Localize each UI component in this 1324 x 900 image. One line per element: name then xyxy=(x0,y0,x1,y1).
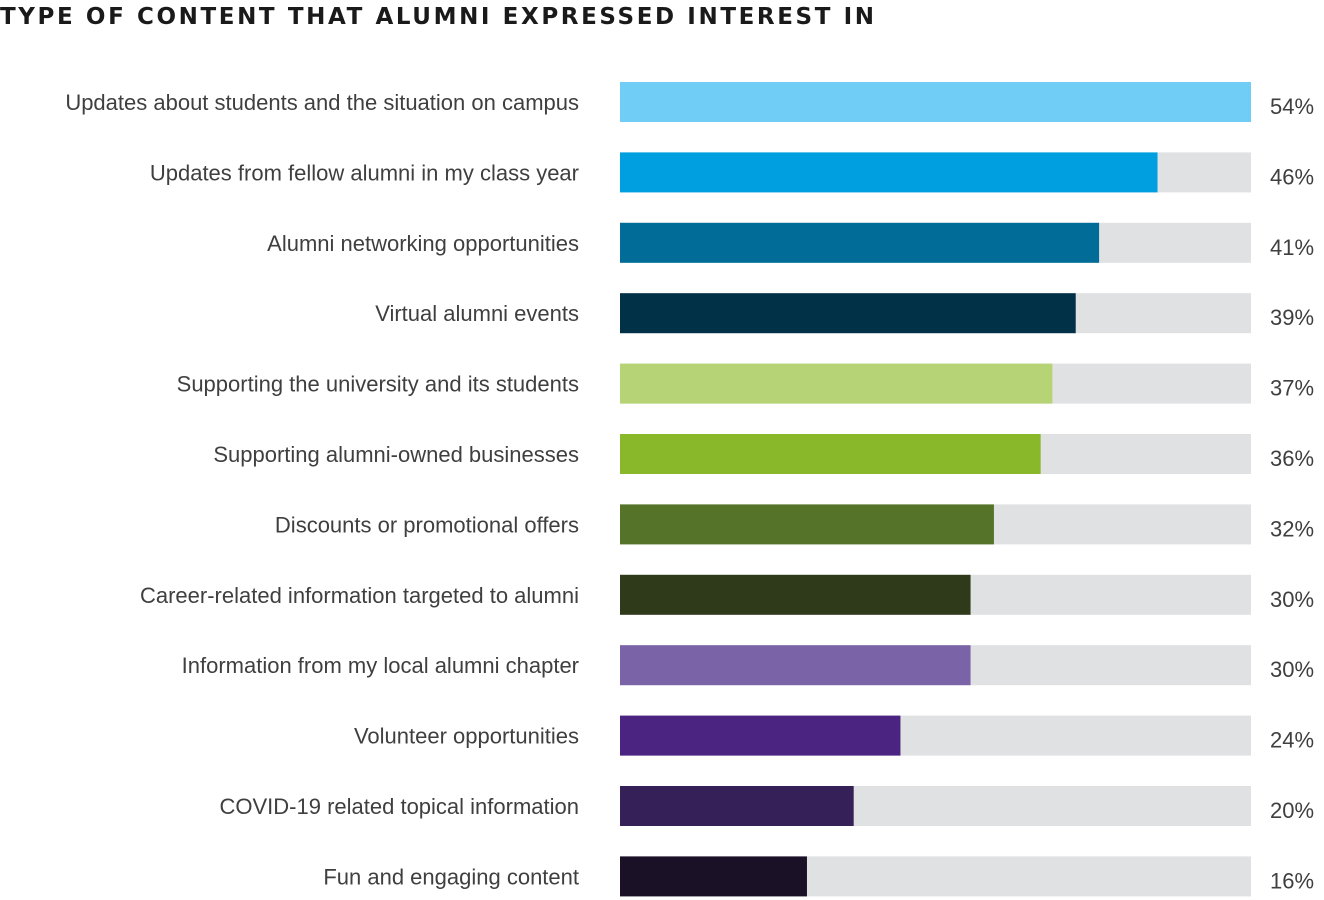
bar xyxy=(620,856,807,897)
value-label: 36% xyxy=(1270,446,1314,471)
value-label: 41% xyxy=(1270,235,1314,260)
category-label: Virtual alumni events xyxy=(375,301,579,326)
category-label: Volunteer opportunities xyxy=(354,724,579,749)
category-label: Information from my local alumni chapter xyxy=(182,653,579,678)
category-label: Supporting alumni-owned businesses xyxy=(213,442,579,467)
bar xyxy=(620,152,1158,193)
value-label: 37% xyxy=(1270,376,1314,401)
bar xyxy=(620,434,1041,474)
value-labels: 54% 46% 41% 39% 37% 36% 32% 30% 30% 24% 20% 16% xyxy=(1270,94,1314,893)
value-label: 24% xyxy=(1270,728,1314,753)
category-label: COVID-19 related topical information xyxy=(220,794,580,819)
value-label: 46% xyxy=(1270,164,1314,189)
category-label: Updates from fellow alumni in my class y… xyxy=(150,160,579,185)
bar xyxy=(620,293,1076,334)
value-label: 30% xyxy=(1270,657,1314,682)
category-labels: Updates about students and the situation… xyxy=(65,90,579,889)
category-label: Career-related information targeted to a… xyxy=(140,583,579,608)
bar xyxy=(620,786,854,826)
value-label: 54% xyxy=(1270,94,1314,119)
category-label: Discounts or promotional offers xyxy=(275,512,579,537)
bar xyxy=(620,574,971,615)
bar xyxy=(620,222,1100,263)
category-label: Fun and engaging content xyxy=(323,864,579,889)
category-label: Supporting the university and its studen… xyxy=(177,372,579,397)
value-label: 30% xyxy=(1270,587,1314,612)
bar xyxy=(620,645,971,686)
value-label: 32% xyxy=(1270,516,1314,541)
bar xyxy=(620,363,1053,404)
bar xyxy=(620,82,1251,122)
category-label: Updates about students and the situation… xyxy=(65,90,579,115)
value-label: 39% xyxy=(1270,305,1314,330)
category-label: Alumni networking opportunities xyxy=(267,231,579,256)
chart-title: TYPE OF CONTENT THAT ALUMNI EXPRESSED IN… xyxy=(0,4,877,30)
bar xyxy=(620,715,901,756)
bars xyxy=(620,82,1251,897)
bar-tracks xyxy=(620,82,1251,897)
value-label: 20% xyxy=(1270,798,1314,823)
bar xyxy=(620,504,994,545)
value-label: 16% xyxy=(1270,868,1314,893)
